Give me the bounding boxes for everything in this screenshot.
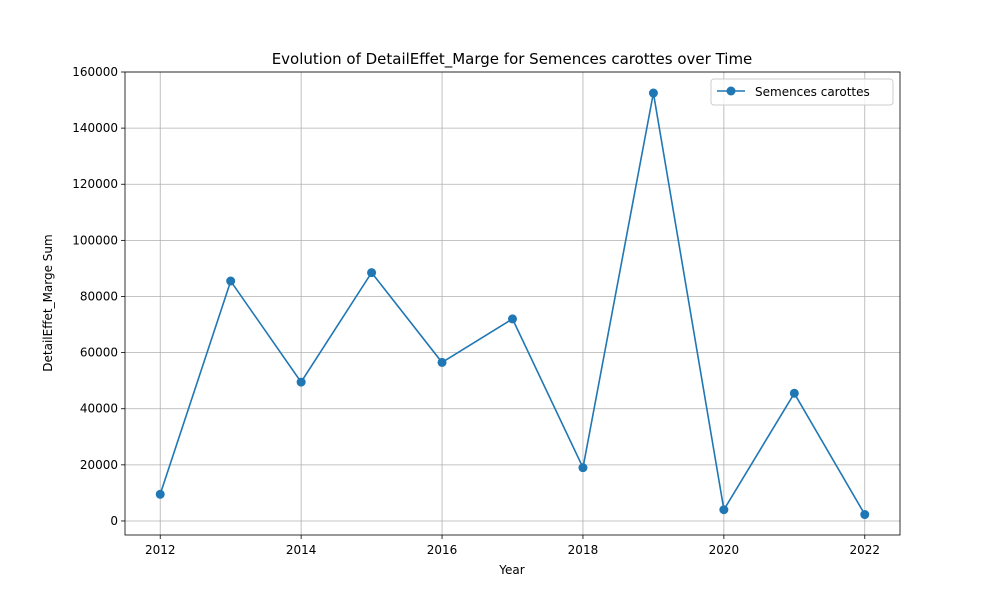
data-point xyxy=(860,510,870,520)
y-tick-label: 40000 xyxy=(80,402,118,416)
legend: Semences carottes xyxy=(710,78,894,106)
y-axis: 0 20000 40000 60000 80000 100000 120000 140000 1… xyxy=(72,65,125,528)
data-point xyxy=(648,88,658,98)
y-axis-label: DetailEffet_Marge Sum xyxy=(41,234,55,371)
y-tick-label: 120000 xyxy=(72,177,118,191)
y-tick-label: 20000 xyxy=(80,458,118,472)
x-tick-label: 2020 xyxy=(709,543,740,557)
x-tick-label: 2014 xyxy=(286,543,317,557)
y-tick-label: 0 xyxy=(110,514,118,528)
x-tick-label: 2016 xyxy=(427,543,458,557)
plot-frame xyxy=(124,71,901,536)
x-tick-label: 2018 xyxy=(568,543,599,557)
x-tick-label: 2012 xyxy=(145,543,176,557)
legend-label: Semences carottes xyxy=(755,85,870,99)
y-tick-label: 140000 xyxy=(72,121,118,135)
series-group xyxy=(155,88,870,520)
x-tick-label: 2022 xyxy=(849,543,880,557)
y-tick-label: 60000 xyxy=(80,346,118,360)
data-point xyxy=(226,276,236,286)
data-point xyxy=(578,463,588,473)
x-axis-label: Year xyxy=(498,563,524,577)
data-point xyxy=(508,314,517,324)
y-tick-label: 80000 xyxy=(80,289,118,303)
legend-marker-icon xyxy=(726,86,736,96)
data-point xyxy=(296,377,306,387)
data-point xyxy=(719,505,729,515)
y-tick-label: 100000 xyxy=(72,233,118,247)
legend-box xyxy=(710,78,894,106)
chart-title: Evolution of DetailEffet_Marge for Semen… xyxy=(272,50,753,69)
data-point xyxy=(437,357,447,367)
y-tick-label: 160000 xyxy=(72,65,118,79)
data-point xyxy=(155,489,165,499)
data-point xyxy=(367,268,377,278)
x-axis: 2012 2014 2016 2018 2020 2022 xyxy=(145,535,880,557)
data-point xyxy=(789,388,799,398)
